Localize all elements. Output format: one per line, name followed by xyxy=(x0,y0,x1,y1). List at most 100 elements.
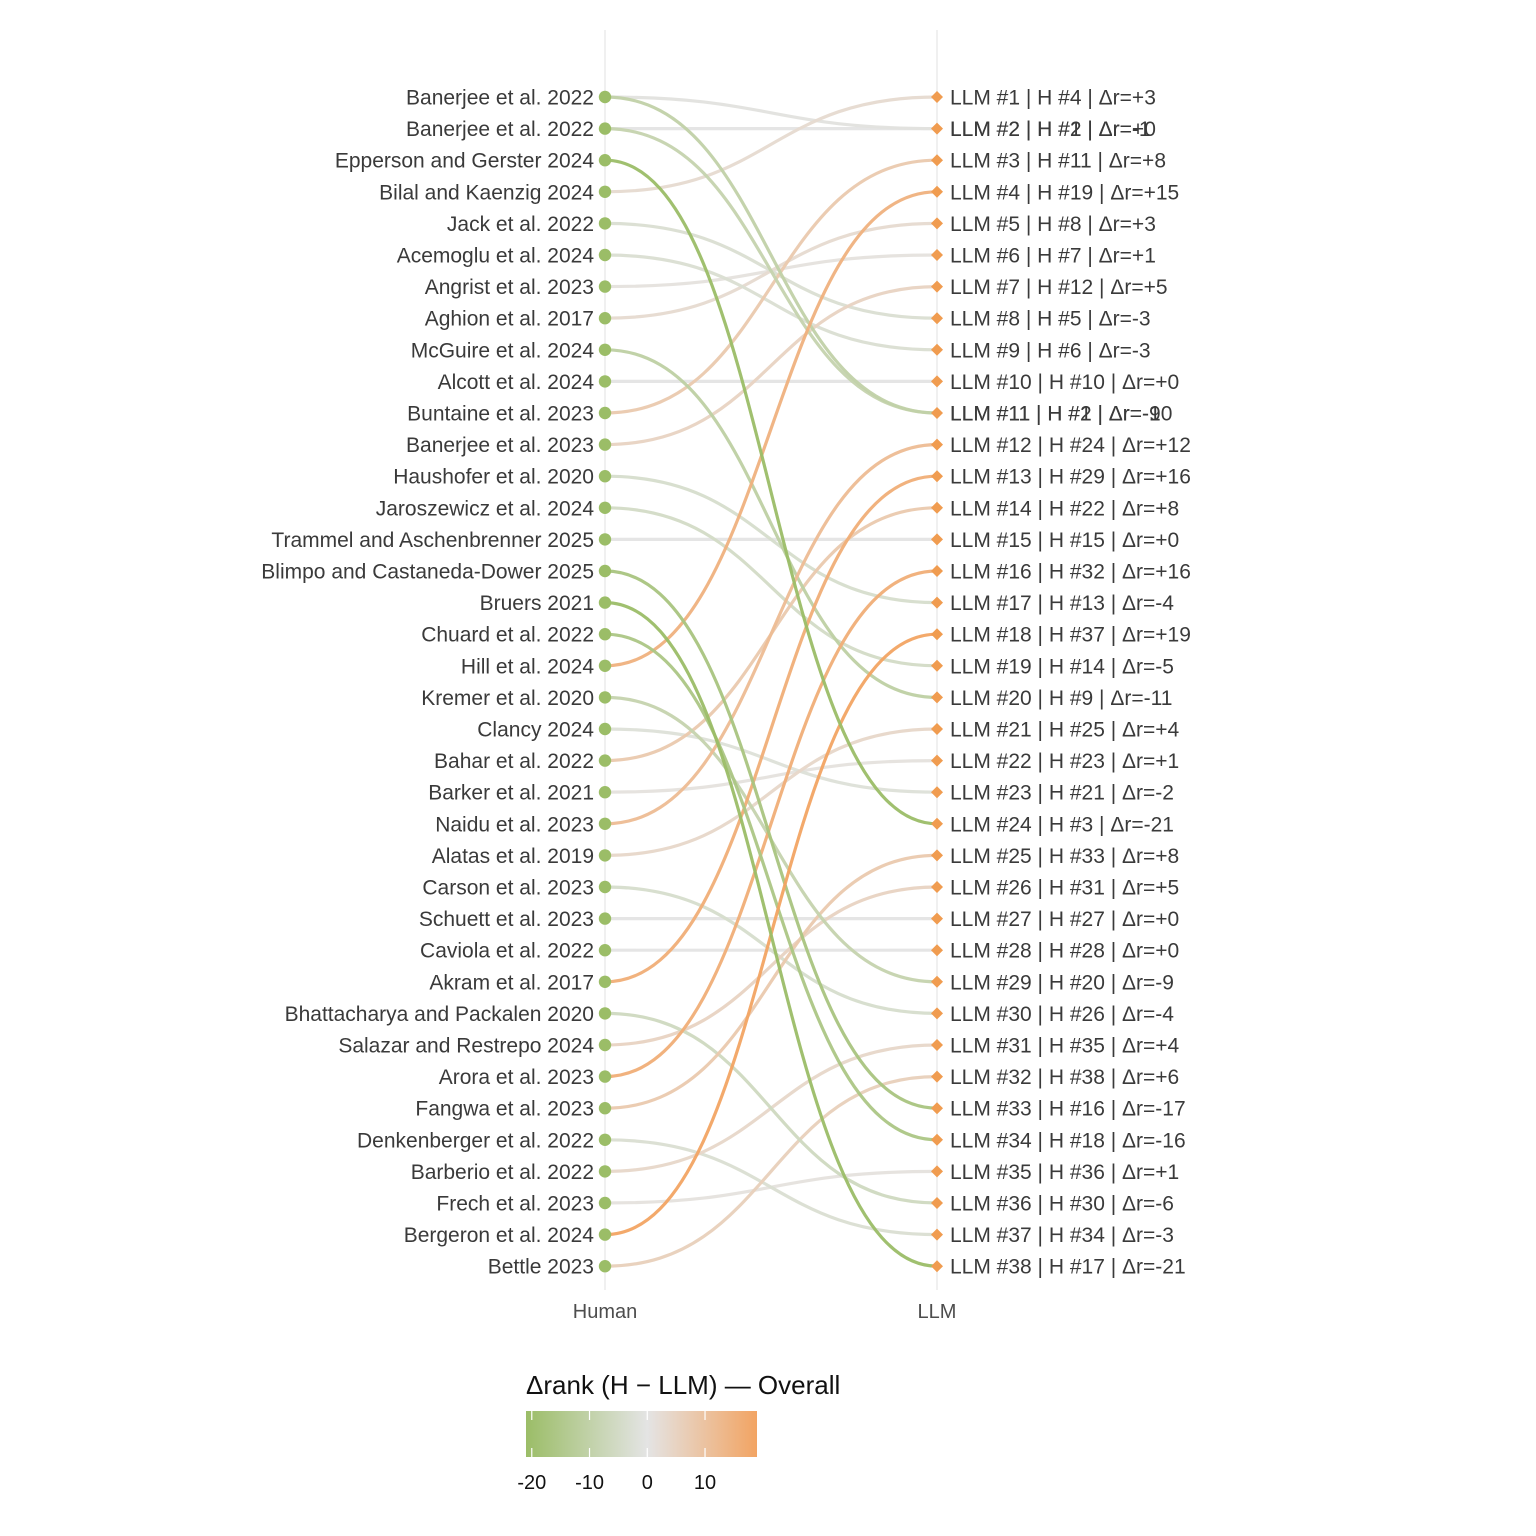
llm-label: LLM #11 | H #2 | Δr=-9 xyxy=(950,403,1161,426)
human-marker xyxy=(598,691,612,704)
llm-label: LLM #21 | H #25 | Δr=+4 xyxy=(950,719,1180,742)
llm-marker xyxy=(931,470,943,483)
human-marker xyxy=(598,1228,612,1241)
llm-marker xyxy=(931,723,943,735)
human-label: Bilal and Kaenzig 2024 xyxy=(379,181,594,204)
human-label: Bergeron et al. 2024 xyxy=(404,1224,595,1247)
human-marker xyxy=(598,533,612,546)
llm-label: LLM #24 | H #3 | Δr=-21 xyxy=(950,813,1174,836)
human-label: Kremer et al. 2020 xyxy=(421,687,594,710)
llm-marker xyxy=(931,1228,943,1241)
llm-label: LLM #20 | H #9 | Δr=-11 xyxy=(950,687,1172,710)
llm-label: LLM #13 | H #29 | Δr=+16 xyxy=(950,466,1191,489)
llm-marker xyxy=(931,154,943,167)
llm-marker xyxy=(931,185,943,198)
rank-link xyxy=(603,253,939,352)
legend: Δrank (H − LLM) — Overall -20 -10 0 10 xyxy=(517,1370,840,1494)
human-label: Alcott et al. 2024 xyxy=(438,371,595,394)
human-label: Banerjee et al. 2022 xyxy=(406,118,594,141)
llm-label: LLM #26 | H #31 | Δr=+5 xyxy=(950,877,1179,900)
human-marker xyxy=(598,470,612,483)
llm-marker xyxy=(931,1007,943,1020)
llm-marker xyxy=(931,912,943,925)
llm-label: LLM #30 | H #26 | Δr=-4 xyxy=(950,1003,1174,1026)
rank-link xyxy=(603,632,939,1142)
llm-label: LLM #27 | H #27 | Δr=+0 xyxy=(950,908,1179,931)
llm-label: LLM #31 | H #35 | Δr=+4 xyxy=(950,1035,1180,1058)
rank-link xyxy=(603,127,939,415)
llm-label: LLM #7 | H #12 | Δr=+5 xyxy=(950,276,1168,299)
human-marker xyxy=(598,343,612,356)
human-label: Clancy 2024 xyxy=(477,719,594,742)
human-label: Epperson and Gerster 2024 xyxy=(335,150,594,173)
human-label: Buntaine et al. 2023 xyxy=(407,403,594,426)
human-label: Denkenberger et al. 2022 xyxy=(357,1129,594,1152)
human-label: Arora et al. 2023 xyxy=(439,1066,594,1089)
llm-label: LLM #18 | H #37 | Δr=+19 xyxy=(950,624,1191,647)
human-label: Bhattacharya and Packalen 2020 xyxy=(285,1003,594,1026)
rank-link xyxy=(603,885,939,1047)
llm-marker xyxy=(931,1102,943,1115)
llm-marker xyxy=(931,849,943,862)
human-marker xyxy=(598,406,612,420)
human-marker xyxy=(598,596,612,609)
llm-marker xyxy=(931,1197,943,1209)
legend-colorbar xyxy=(526,1411,757,1457)
human-marker xyxy=(598,312,612,325)
llm-label: LLM #3 | H #11 | Δr=+8 xyxy=(950,150,1166,173)
legend-tick-label: -20 xyxy=(517,1472,546,1494)
human-label: Haushofer et al. 2020 xyxy=(393,466,594,489)
human-marker xyxy=(598,975,612,988)
human-marker xyxy=(598,1165,612,1178)
axis-label-human: Human xyxy=(573,1301,637,1323)
llm-marker xyxy=(931,691,943,704)
rank-link xyxy=(603,95,939,415)
llm-label: LLM #2 | H #1 | Δr=-1 xyxy=(950,118,1151,141)
rank-link xyxy=(603,348,939,699)
llm-label: LLM #4 | H #19 | Δr=+15 xyxy=(950,181,1179,204)
human-marker xyxy=(598,1007,612,1020)
llm-label: LLM #8 | H #5 | Δr=-3 xyxy=(950,308,1151,331)
human-marker xyxy=(598,564,612,578)
rank-link xyxy=(603,759,939,794)
llm-label: LLM #1 | H #4 | Δr=+3 xyxy=(950,87,1156,110)
human-label: Acemoglu et al. 2024 xyxy=(397,245,595,268)
human-label: Angrist et al. 2023 xyxy=(425,276,594,299)
human-label: Barker et al. 2021 xyxy=(428,782,594,805)
llm-marker xyxy=(931,754,943,767)
llm-label: LLM #22 | H #23 | Δr=+1 xyxy=(950,750,1179,773)
human-marker xyxy=(598,1070,612,1083)
llm-marker xyxy=(931,438,943,451)
rank-link xyxy=(603,443,939,826)
llm-label: LLM #32 | H #38 | Δr=+6 xyxy=(950,1066,1179,1089)
human-marker xyxy=(598,185,612,198)
rank-link xyxy=(603,1138,939,1237)
rank-link xyxy=(603,727,939,794)
human-marker xyxy=(598,944,612,957)
human-label: Hill et al. 2024 xyxy=(461,655,594,678)
llm-label: LLM #15 | H #15 | Δr=+0 xyxy=(950,529,1179,552)
x-axis: Human LLM xyxy=(573,1301,957,1323)
human-marker xyxy=(598,628,612,641)
legend-tick-label: -10 xyxy=(575,1472,604,1494)
llm-marker xyxy=(931,122,943,135)
human-marker xyxy=(598,817,612,830)
human-marker xyxy=(598,659,612,672)
human-label: Jaroszewicz et al. 2024 xyxy=(376,497,595,520)
llm-label: LLM #29 | H #20 | Δr=-9 xyxy=(950,971,1174,994)
llm-label: LLM #9 | H #6 | Δr=-3 xyxy=(950,339,1151,362)
llm-marker xyxy=(931,1260,943,1273)
llm-label: LLM #16 | H #32 | Δr=+16 xyxy=(950,561,1191,584)
human-marker xyxy=(598,880,612,894)
llm-marker xyxy=(931,1039,943,1051)
human-label: McGuire et al. 2024 xyxy=(411,339,595,362)
human-label: Jack et al. 2022 xyxy=(447,213,594,236)
human-marker xyxy=(598,1038,612,1052)
rank-markers xyxy=(598,90,943,1273)
llm-label: LLM #25 | H #33 | Δr=+8 xyxy=(950,845,1179,868)
human-label: Chuard et al. 2022 xyxy=(421,624,594,647)
rank-link xyxy=(603,727,939,857)
human-label: Bahar et al. 2022 xyxy=(434,750,594,773)
rank-labels: Banerjee et al. 2022 Banerjee et al. 2022… xyxy=(261,87,1191,1279)
llm-label: LLM #36 | H #30 | Δr=-6 xyxy=(950,1193,1174,1216)
